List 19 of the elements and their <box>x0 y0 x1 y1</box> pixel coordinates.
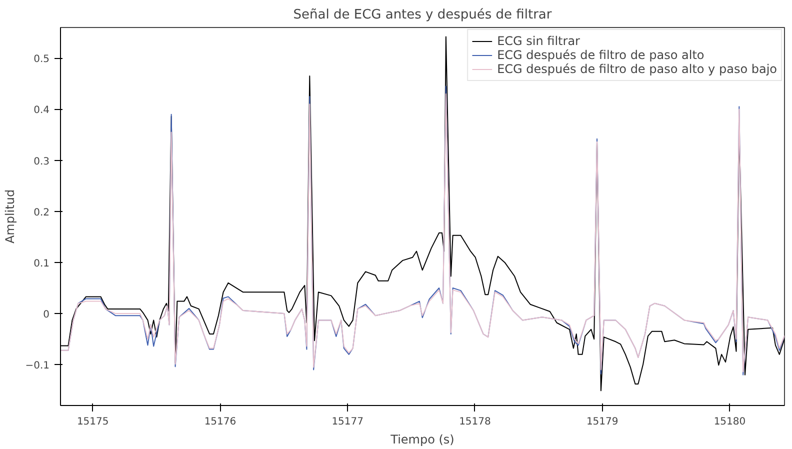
legend-label: ECG después de filtro de paso alto <box>497 48 704 62</box>
y-tick-label: 0.4 <box>34 105 50 116</box>
legend-label: ECG sin filtrar <box>497 34 580 48</box>
x-tick-label: 15178 <box>459 416 491 428</box>
y-axis-title: Amplitud <box>3 189 18 244</box>
legend-label: ECG después de filtro de paso alto y paso bajo <box>497 62 777 76</box>
chart-title: Señal de ECG antes y después de filtrar <box>293 8 552 22</box>
y-tick-label: 0.1 <box>34 258 50 270</box>
y-tick-label: 0.2 <box>34 207 50 218</box>
x-axis-title: Tiempo (s) <box>390 432 454 446</box>
y-tick-label: 0.5 <box>34 54 50 66</box>
y-tick-label: 0 <box>43 310 50 321</box>
x-tick-label: 15175 <box>76 416 109 428</box>
x-tick-label: 15179 <box>586 416 618 428</box>
x-tick-label: 15176 <box>204 416 236 428</box>
x-tick-label: 15180 <box>714 416 746 428</box>
x-tick-label: 15177 <box>332 416 364 428</box>
y-tick-label: −0.1 <box>25 360 50 372</box>
y-tick-label: 0.3 <box>34 156 50 168</box>
